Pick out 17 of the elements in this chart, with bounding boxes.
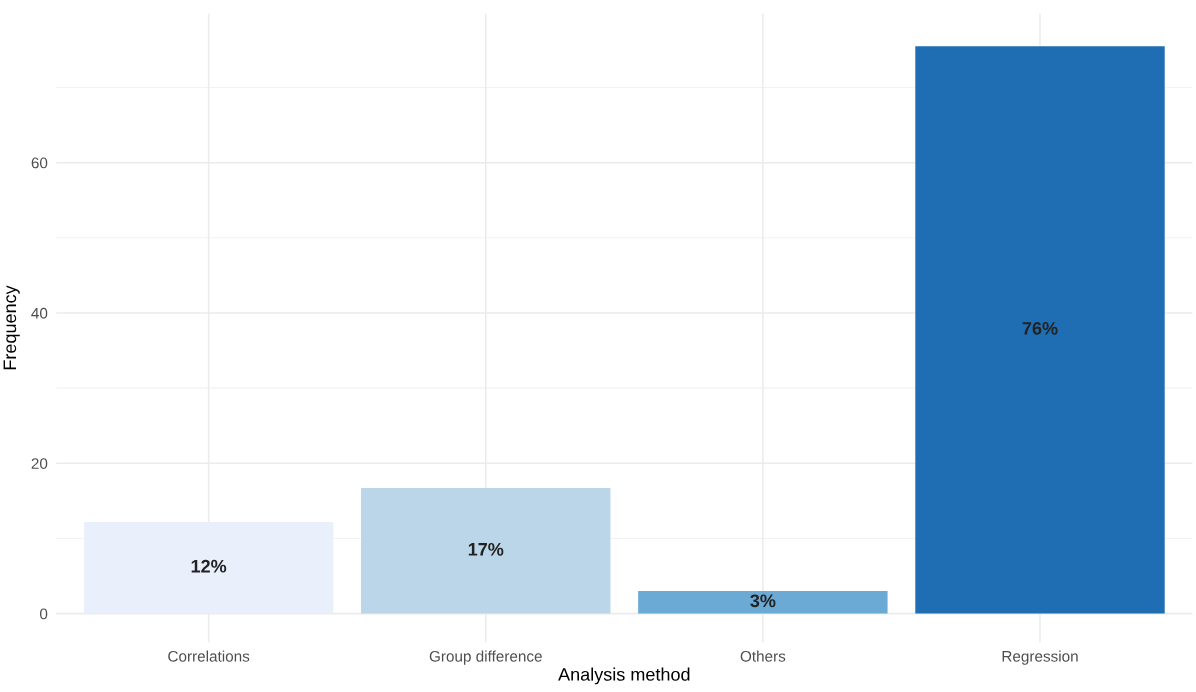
bar <box>638 591 888 614</box>
y-axis-title: Frequency <box>3 285 20 370</box>
bar <box>915 46 1165 614</box>
y-tick-label: 60 <box>31 157 48 169</box>
data-label: 17% <box>468 542 504 556</box>
x-tick-label: Correlations <box>168 650 250 662</box>
x-tick-label: Regression <box>1002 650 1078 665</box>
x-tick-label: Others <box>740 650 786 662</box>
y-tick-label: 0 <box>39 608 48 620</box>
x-tick-label: Group difference <box>429 650 542 665</box>
y-tick-label: 40 <box>31 307 48 319</box>
bar <box>361 488 611 614</box>
data-label: 3% <box>750 594 776 608</box>
y-tick-label: 20 <box>31 458 48 469</box>
x-axis-title: Analysis method <box>558 667 690 685</box>
data-label: 76% <box>1022 321 1058 335</box>
data-label: 12% <box>191 559 227 573</box>
